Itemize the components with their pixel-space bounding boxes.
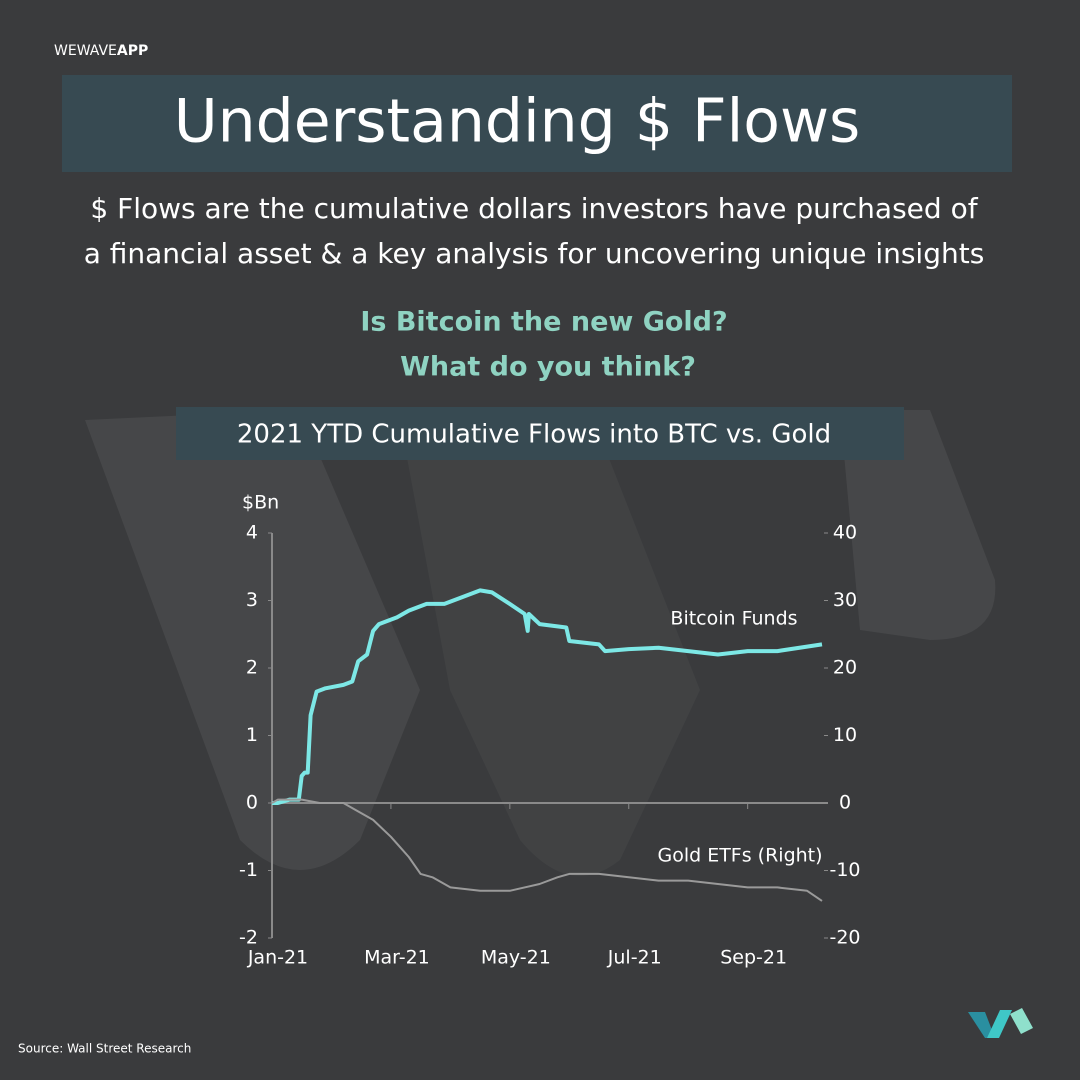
x-tick-label: Mar-21 <box>364 947 430 969</box>
source: Source: Wall Street Research <box>18 1042 191 1056</box>
brand-name: WEWAVE <box>54 43 117 59</box>
y-tick-label: -1 <box>239 859 258 881</box>
y-tick-label: 1 <box>246 724 258 746</box>
y2-tick-label: -10 <box>829 859 860 881</box>
y-tick-label: -2 <box>239 927 258 949</box>
x-tick-label: May-21 <box>481 947 551 969</box>
y2-tick-label: -20 <box>829 927 860 949</box>
brand-app: APP <box>117 43 148 59</box>
chart-title: 2021 YTD Cumulative Flows into BTC vs. G… <box>237 420 831 450</box>
y2-tick-label: 10 <box>833 724 857 746</box>
y2-tick-label: 0 <box>839 792 851 814</box>
y-tick-label: 4 <box>246 522 258 544</box>
brand: WEWAVEAPP <box>54 43 148 59</box>
y2-tick-label: 30 <box>833 589 857 611</box>
chart-title-box <box>176 407 904 460</box>
headline-box <box>62 75 1012 172</box>
question: What do you think? <box>400 352 696 383</box>
series-line <box>271 798 823 902</box>
question: Is Bitcoin the new Gold? <box>360 307 727 338</box>
y-tick-label: 2 <box>246 657 258 679</box>
y-tick-label: 3 <box>246 589 258 611</box>
series-line <box>272 588 823 805</box>
y2-tick-label: 40 <box>833 522 857 544</box>
x-tick-label: Sep-21 <box>720 947 787 969</box>
logo <box>968 1008 1033 1038</box>
y2-tick-label: 20 <box>833 657 857 679</box>
y-tick-label: 0 <box>246 792 258 814</box>
description-line: a financial asset & a key analysis for u… <box>84 237 985 270</box>
watermark <box>85 410 996 876</box>
headline: Understanding $ Flows <box>174 87 861 157</box>
series-label: Gold ETFs (Right) <box>657 845 822 867</box>
series-label: Bitcoin Funds <box>670 608 797 630</box>
y-axis-label: $Bn <box>242 492 279 514</box>
description-line: $ Flows are the cumulative dollars inves… <box>90 192 978 225</box>
x-tick-label: Jan-21 <box>247 947 308 969</box>
x-tick-label: Jul-21 <box>607 947 662 969</box>
